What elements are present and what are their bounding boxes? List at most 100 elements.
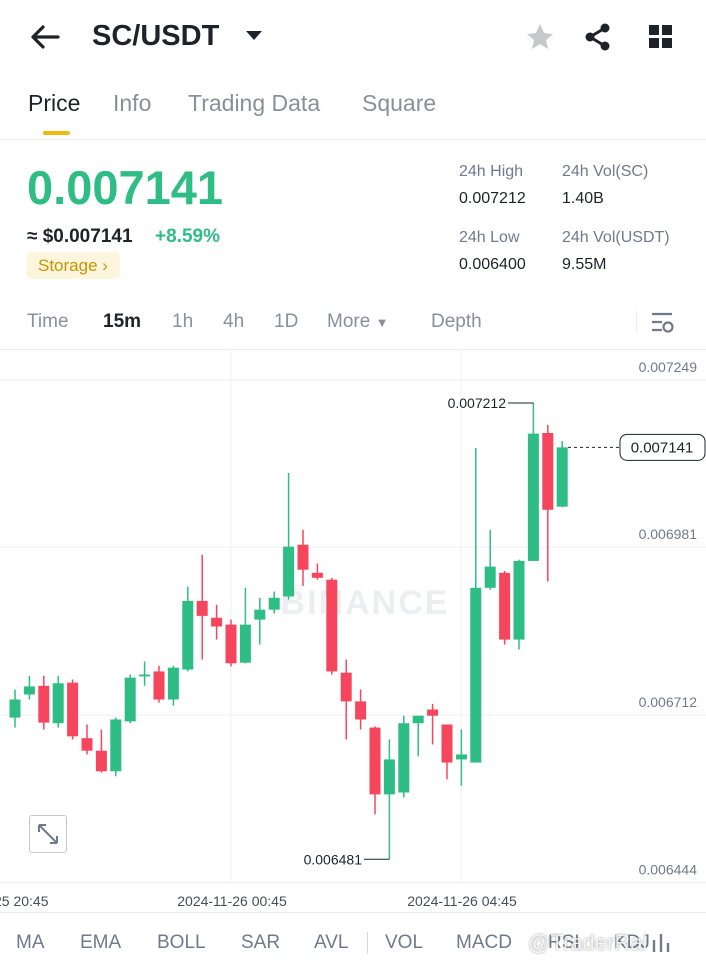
- stat-label: 24h Vol(USDT): [562, 229, 670, 246]
- candle-body: [196, 600, 208, 616]
- candle-body: [398, 723, 410, 793]
- candle-body: [268, 597, 280, 610]
- interval[interactable]: 1D: [274, 311, 299, 332]
- candle-body: [441, 724, 453, 763]
- interval[interactable]: More ▼: [327, 311, 389, 332]
- candle-body: [38, 685, 50, 723]
- interval[interactable]: 1h: [172, 311, 194, 332]
- candle-body: [124, 677, 136, 722]
- candle-body: [95, 750, 107, 772]
- candle-body: [9, 699, 21, 718]
- interval[interactable]: 15m: [103, 311, 142, 332]
- stat-value: 0.007212: [459, 190, 526, 207]
- candle-body: [211, 617, 223, 627]
- candle-body: [369, 727, 381, 795]
- x-tick-label: 25 20:45: [0, 893, 49, 909]
- interval-label: More: [327, 311, 371, 332]
- indicator[interactable]: EMA: [80, 932, 122, 953]
- x-tick-label: 2024-11-26 00:45: [177, 893, 287, 909]
- divider: [636, 311, 637, 333]
- indicator[interactable]: SAR: [241, 932, 281, 953]
- candle-body: [139, 674, 151, 677]
- candle-body: [182, 600, 194, 670]
- candle-body: [153, 671, 165, 700]
- x-tick-label: 2024-11-26 04:45: [407, 893, 517, 909]
- indicator[interactable]: AVL: [314, 932, 349, 953]
- candle-body: [67, 682, 79, 737]
- tab[interactable]: Square: [362, 90, 437, 116]
- watermark: BINANCE: [281, 584, 450, 622]
- stat-value: 1.40B: [562, 190, 604, 207]
- candle-body: [484, 566, 496, 588]
- tab-indicator: [43, 131, 70, 135]
- divider: [0, 139, 706, 140]
- indicator[interactable]: BOLL: [157, 932, 206, 953]
- y-tick-label: 0.006444: [639, 861, 698, 877]
- candle-body: [81, 738, 93, 751]
- stat-label: 24h High: [459, 163, 524, 180]
- candle-body: [556, 447, 568, 507]
- tab[interactable]: Info: [113, 90, 152, 116]
- interval[interactable]: Depth: [431, 311, 482, 332]
- candle-body: [527, 433, 539, 561]
- candle-body: [311, 572, 323, 578]
- divider: [0, 912, 706, 913]
- high-marker-label: 0.007212: [448, 395, 507, 411]
- candle-body: [470, 587, 482, 763]
- stat-label: 24h Low: [459, 229, 520, 246]
- chart-settings-icon[interactable]: [650, 311, 676, 335]
- expand-button[interactable]: [29, 815, 67, 853]
- tag[interactable]: Storage ›: [27, 252, 120, 279]
- tab[interactable]: Price: [28, 90, 81, 116]
- candle-body: [355, 701, 367, 720]
- divider: [0, 349, 706, 350]
- indicator[interactable]: MA: [16, 932, 45, 953]
- indicator[interactable]: RSI: [548, 932, 580, 953]
- candle-body: [412, 715, 424, 724]
- stat-value: 0.006400: [459, 256, 526, 273]
- indicator[interactable]: MACD: [456, 932, 512, 953]
- dropdown-icon[interactable]: [245, 30, 263, 42]
- candle-body: [455, 754, 467, 760]
- pair-title[interactable]: SC/USDT: [92, 20, 220, 52]
- favorite-icon[interactable]: [525, 22, 555, 52]
- last-price: 0.007141: [27, 161, 224, 214]
- low-marker-label: 0.006481: [304, 851, 363, 867]
- interval[interactable]: Time: [27, 311, 69, 332]
- usd-price: ≈ $0.007141: [27, 226, 133, 247]
- tab[interactable]: Trading Data: [188, 90, 321, 116]
- candle-body: [283, 546, 295, 597]
- stat-label: 24h Vol(SC): [562, 163, 649, 180]
- watermark: @TraderRai: [528, 930, 648, 955]
- candle-body: [383, 759, 395, 795]
- candle-body: [513, 560, 525, 640]
- last-price-box: [619, 433, 706, 461]
- candle-body: [542, 433, 554, 510]
- y-tick-label: 0.007249: [639, 359, 698, 375]
- candle-body: [297, 544, 309, 570]
- tag-label: Storage: [38, 256, 98, 275]
- back-button[interactable]: [28, 22, 62, 52]
- candle-body: [167, 667, 179, 700]
- indicator-settings-icon[interactable]: [650, 930, 676, 956]
- indicator[interactable]: VOL: [385, 932, 424, 953]
- share-icon[interactable]: [583, 22, 613, 52]
- menu-icon[interactable]: [648, 24, 674, 50]
- stat-value: 9.55M: [562, 256, 607, 273]
- candle-body: [52, 683, 64, 724]
- candle-body: [499, 572, 511, 640]
- candle-body: [110, 719, 122, 772]
- indicator[interactable]: KDJ: [614, 932, 650, 953]
- candle-body: [427, 709, 439, 716]
- y-tick-label: 0.006712: [639, 694, 698, 710]
- candle-body: [239, 624, 251, 663]
- candle-body: [340, 672, 352, 702]
- candle-body: [326, 579, 338, 672]
- interval[interactable]: 4h: [223, 311, 245, 332]
- divider: [367, 932, 368, 954]
- y-tick-label: 0.006981: [639, 526, 698, 542]
- last-price-label: 0.007141: [631, 439, 694, 456]
- candle-body: [23, 686, 35, 695]
